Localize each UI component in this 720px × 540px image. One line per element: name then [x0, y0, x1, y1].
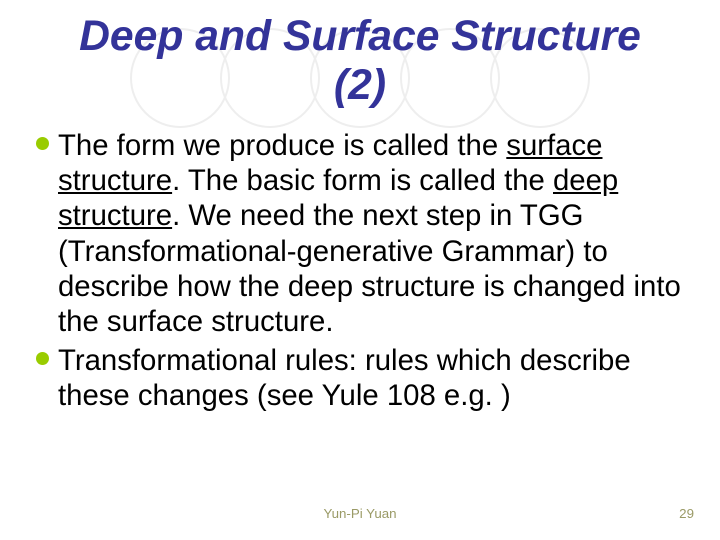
footer-page-number: 29: [679, 506, 694, 521]
bullet-item: The form we produce is called the surfac…: [36, 128, 690, 339]
title-line-1: Deep and Surface Structure: [0, 12, 720, 61]
slide-title: Deep and Surface Structure (2): [0, 0, 720, 110]
bullet-text: The form we produce is called the surfac…: [58, 129, 681, 338]
bullet-dot-icon: [36, 352, 49, 365]
footer-author: Yun-Pi Yuan: [323, 506, 396, 521]
bullet-text: Transformational rules: rules which desc…: [58, 344, 631, 412]
title-line-2: (2): [0, 61, 720, 110]
bullet-dot-icon: [36, 137, 49, 150]
slide-footer: Yun-Pi Yuan 29: [0, 506, 720, 526]
slide-body: The form we produce is called the surfac…: [0, 110, 720, 414]
bullet-item: Transformational rules: rules which desc…: [36, 343, 690, 413]
